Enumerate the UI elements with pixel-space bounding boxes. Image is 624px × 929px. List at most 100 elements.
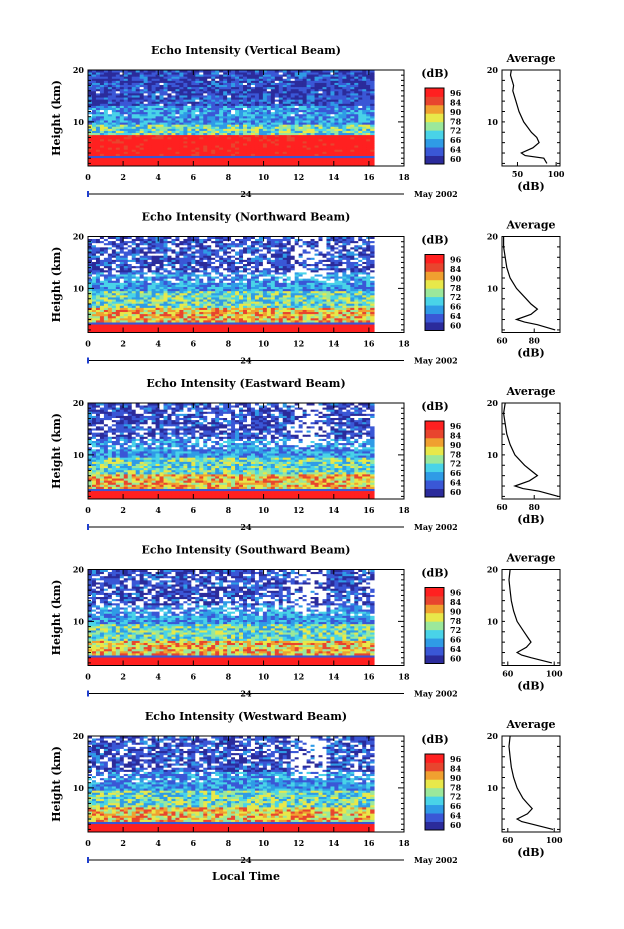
heatmap-cell (207, 147, 212, 150)
heatmap-cell (246, 163, 252, 167)
heatmap-cell (231, 153, 236, 156)
heatmap-cell (243, 140, 248, 144)
heatmap-cell (342, 159, 347, 163)
heatmap-cell (111, 161, 117, 165)
heatmap-cell (223, 153, 228, 156)
date-label: 24 (240, 189, 252, 199)
heatmap-cell (270, 145, 276, 148)
heatmap-cell (139, 151, 145, 154)
heatmap-cell (227, 147, 232, 150)
heatmap-cell (350, 153, 355, 156)
heatmap-cell (314, 145, 319, 148)
heatmap-cell (286, 163, 292, 167)
heatmap-cell (115, 149, 121, 152)
heatmap-cell (183, 151, 188, 154)
heatmap-cell (123, 151, 129, 154)
heatmap-cell (123, 140, 129, 144)
heatmap-cell (294, 143, 300, 146)
heatmap-cell (334, 159, 339, 163)
heatmap-cell (167, 140, 172, 144)
heatmap-cell (99, 145, 105, 148)
heatmap-cell (199, 155, 204, 159)
heatmap-cell (342, 153, 347, 156)
heatmap-cell (95, 147, 101, 150)
heatmap-cell (163, 147, 168, 150)
heatmap-cell (274, 161, 280, 165)
heatmap-cell (330, 149, 335, 152)
heatmap-cell (223, 155, 228, 159)
heatmap-cell (151, 147, 156, 150)
heatmap-cell (298, 147, 304, 150)
heatmap-cell (302, 151, 307, 154)
heatmap-cell (167, 143, 172, 146)
heatmap-cell (143, 140, 149, 144)
heatmap-cell (338, 151, 343, 154)
heatmap-cell (227, 153, 232, 156)
heatmap-cell (151, 140, 156, 144)
heatmap-cell (250, 149, 256, 152)
heatmap-cell (370, 145, 375, 148)
heatmap-cell (159, 159, 164, 163)
heatmap-cell (266, 143, 272, 146)
heatmap-cell (135, 145, 141, 148)
heatmap-cell (334, 155, 339, 159)
heatmap-cell (191, 145, 196, 148)
heatmap-cell (191, 138, 196, 142)
panel-2: Echo Intensity (Northward Beam)0 2 4 6 8 10 12… (50, 211, 561, 366)
heatmap-cell (175, 163, 180, 167)
heatmap-cell (111, 145, 117, 148)
heatmap-cell (147, 138, 152, 142)
heatmap-cell (302, 143, 307, 146)
heatmap-cell (250, 153, 256, 156)
heatmap-cell (211, 140, 216, 144)
heatmap-cell (314, 147, 319, 150)
heatmap-cell (318, 155, 323, 159)
heatmap-cell (91, 140, 97, 144)
heatmap-cell (195, 140, 200, 144)
heatmap-cell (246, 161, 252, 165)
heatmap-cell (187, 155, 192, 159)
heatmap-cell (318, 161, 323, 165)
heatmap-cell (250, 155, 256, 159)
x-tick-label: 4 (155, 172, 161, 182)
heatmap-cell (183, 143, 188, 146)
heatmap-cell (354, 163, 359, 167)
heatmap-cell (187, 138, 192, 142)
heatmap-cell (211, 163, 216, 167)
heatmap-cell (270, 157, 276, 161)
heatmap-cell (215, 157, 220, 161)
heatmap-cell (175, 157, 180, 161)
heatmap-cell (91, 143, 97, 146)
heatmap-cell (274, 157, 280, 161)
heatmap-cell (187, 157, 192, 161)
heatmap-cell (306, 153, 311, 156)
heatmap-cell (103, 155, 109, 159)
heatmap-cell (151, 155, 156, 159)
heatmap-cell (107, 159, 113, 163)
heatmap-cell (326, 147, 331, 150)
heatmap-cell (103, 159, 109, 163)
heatmap-cell (115, 163, 121, 167)
heatmap-cell (171, 153, 176, 156)
heatmap-cell (135, 151, 141, 154)
heatmap-cell (167, 155, 172, 159)
heatmap-cell (131, 155, 137, 159)
heatmap-cell (254, 159, 260, 163)
heatmap-cell (250, 159, 256, 163)
colorbar-swatch (425, 130, 444, 140)
heatmap-cell (211, 157, 216, 161)
heatmap-cell (254, 157, 260, 161)
heatmap-cell (91, 151, 97, 154)
heatmap-cell (310, 140, 315, 144)
heatmap-cell (199, 161, 204, 165)
heatmap-cell (231, 140, 236, 144)
heatmap-cell (135, 163, 141, 167)
heatmap-cell (167, 149, 172, 152)
heatmap-cell (135, 147, 141, 150)
heatmap-cell (246, 138, 252, 142)
heatmap-cell (143, 155, 149, 159)
heatmap-cell (231, 157, 236, 161)
heatmap-cell (270, 143, 276, 146)
heatmap-cell (282, 140, 288, 144)
heatmap-cell (330, 140, 335, 144)
